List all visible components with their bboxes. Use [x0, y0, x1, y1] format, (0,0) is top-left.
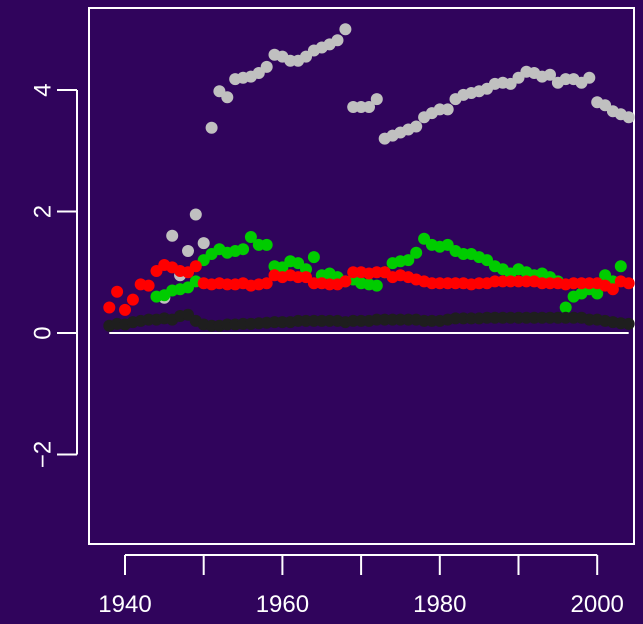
data-point	[339, 275, 352, 288]
series-3	[103, 308, 635, 332]
y-axis: −2 0 2 4	[30, 83, 78, 468]
data-point	[111, 285, 124, 298]
series-1	[150, 231, 627, 314]
data-point	[189, 208, 202, 221]
data-point	[237, 243, 250, 256]
data-point	[339, 23, 352, 36]
data-point	[410, 246, 423, 259]
data-point	[559, 301, 572, 314]
data-point	[363, 101, 375, 113]
data-point	[205, 121, 218, 134]
series-0	[158, 23, 635, 304]
data-points	[103, 23, 635, 332]
data-point	[410, 120, 423, 133]
data-point	[614, 260, 627, 273]
data-point	[189, 260, 202, 273]
data-point	[260, 238, 273, 251]
data-point	[544, 68, 556, 81]
data-point	[622, 277, 635, 290]
data-point	[370, 93, 383, 106]
data-point	[166, 229, 179, 242]
data-point	[221, 91, 234, 104]
data-point	[260, 60, 273, 73]
data-point	[331, 34, 344, 47]
data-point	[182, 245, 194, 257]
data-point	[370, 279, 383, 292]
data-point	[197, 237, 210, 250]
y-tick-label: 4	[30, 83, 57, 96]
series-2	[103, 259, 635, 316]
y-tick-label: 0	[30, 326, 57, 339]
y-tick-label: −2	[30, 441, 57, 468]
plot-area-box	[88, 7, 635, 545]
data-point	[103, 301, 116, 314]
data-point	[244, 231, 257, 243]
x-axis: 1940 1960 1980 2000	[98, 554, 624, 618]
x-tick-label: 1940	[98, 591, 151, 618]
data-point	[591, 287, 604, 300]
data-point	[622, 317, 635, 330]
y-tick-label: 2	[30, 205, 57, 218]
data-point	[622, 111, 635, 124]
data-point	[583, 71, 596, 84]
data-point	[402, 254, 415, 267]
x-tick-label: 1980	[413, 591, 466, 618]
data-point	[260, 277, 273, 290]
x-tick-label: 1960	[256, 591, 309, 618]
data-point	[142, 279, 155, 292]
data-point	[119, 303, 131, 316]
data-point	[307, 251, 320, 264]
data-point	[606, 283, 619, 296]
data-point	[126, 293, 139, 306]
x-tick-label: 2000	[571, 591, 624, 618]
data-point	[441, 103, 454, 116]
